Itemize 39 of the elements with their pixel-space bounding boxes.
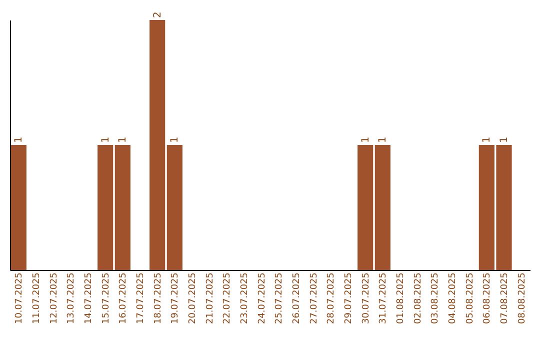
data-label: 1 — [100, 136, 112, 143]
x-tick-label: 20.07.2025 — [188, 272, 198, 324]
x-tick-label: 27.07.2025 — [309, 272, 320, 324]
x-tick-label: 05.08.2025 — [465, 272, 476, 324]
x-tick-label: 28.07.2025 — [326, 272, 337, 324]
data-label: 1 — [482, 136, 493, 143]
x-tick-label: 14.07.2025 — [84, 272, 94, 324]
x-tick-label: 17.07.2025 — [136, 272, 146, 324]
x-tick-label: 29.07.2025 — [344, 272, 354, 324]
x-tick-label: 13.07.2025 — [66, 272, 77, 324]
x-tick-label: 26.07.2025 — [292, 272, 302, 324]
data-label: 1 — [14, 136, 25, 143]
x-tick-label: 10.07.2025 — [14, 272, 25, 324]
x-tick-label: 21.07.2025 — [205, 272, 216, 324]
data-label: 1 — [378, 136, 389, 143]
x-tick-label: 30.07.2025 — [361, 272, 372, 324]
x-tick-label: 23.07.2025 — [240, 272, 250, 324]
x-tick-label: 22.07.2025 — [222, 272, 233, 324]
x-tick-label: 02.08.2025 — [413, 272, 424, 324]
x-tick-label: 24.07.2025 — [257, 272, 268, 324]
data-label: 2 — [152, 12, 164, 18]
x-tick-label: 06.08.2025 — [482, 272, 493, 324]
x-tick-label: 03.08.2025 — [430, 272, 441, 324]
x-tick-label: 15.07.2025 — [101, 272, 112, 324]
data-label: 1 — [118, 136, 129, 143]
x-tick-label: 11.07.2025 — [32, 272, 42, 324]
data-label: 1 — [170, 136, 181, 143]
data-label: 1 — [360, 136, 372, 143]
x-tick-label: 01.08.2025 — [396, 272, 406, 324]
data-label: 1 — [499, 136, 510, 143]
x-tick-label: 19.07.2025 — [170, 272, 181, 324]
x-tick-label: 16.07.2025 — [118, 272, 129, 324]
x-tick-label: 31.07.2025 — [378, 272, 389, 324]
x-tick-label: 07.08.2025 — [500, 272, 510, 324]
x-tick-label: 18.07.2025 — [153, 272, 164, 324]
x-tick-label: 25.07.2025 — [274, 272, 285, 324]
x-tick-label: 08.08.2025 — [517, 272, 528, 324]
x-tick-label: 12.07.2025 — [49, 272, 60, 324]
x-tick-label: 04.08.2025 — [448, 272, 458, 324]
